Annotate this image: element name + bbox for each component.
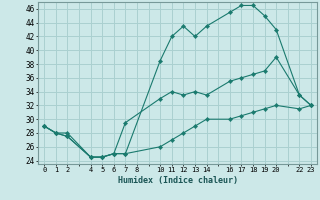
X-axis label: Humidex (Indice chaleur): Humidex (Indice chaleur) [118, 176, 238, 185]
